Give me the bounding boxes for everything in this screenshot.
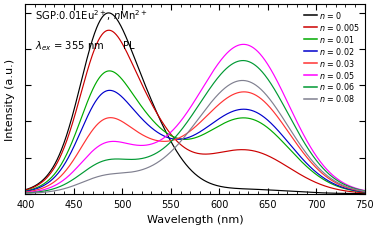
Text: $\lambda_{ex}$ = 355 nm      PL: $\lambda_{ex}$ = 355 nm PL (36, 39, 136, 53)
Text: SGP:0.01Eu$^{2+}$, $n$Mn$^{2+}$: SGP:0.01Eu$^{2+}$, $n$Mn$^{2+}$ (36, 9, 148, 23)
Y-axis label: Intensity (a.u.): Intensity (a.u.) (5, 58, 15, 140)
Legend: $n$ = 0, $n$ = 0.005, $n$ = 0.01, $n$ = 0.02, $n$ = 0.03, $n$ = 0.05, $n$ = 0.06: $n$ = 0, $n$ = 0.005, $n$ = 0.01, $n$ = … (304, 9, 361, 105)
X-axis label: Wavelength (nm): Wavelength (nm) (147, 214, 243, 224)
